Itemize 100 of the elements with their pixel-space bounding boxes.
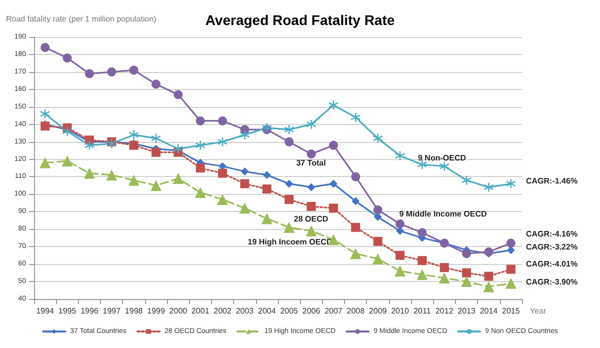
point (62, 53, 72, 62)
point (350, 248, 362, 260)
point (261, 213, 272, 224)
point (306, 119, 316, 130)
point (40, 157, 51, 168)
point (62, 126, 72, 136)
annotation: 28 OECD (294, 214, 328, 224)
x-tick-label: 1994 (36, 306, 55, 316)
x-axis-title: Year (530, 306, 546, 316)
x-tick-label: 1997 (102, 306, 122, 316)
point (418, 256, 427, 266)
point (284, 137, 294, 146)
point (40, 122, 50, 131)
point (306, 202, 316, 211)
point (328, 140, 338, 150)
point (416, 269, 428, 280)
point (129, 66, 138, 75)
point (506, 264, 516, 274)
point (306, 225, 317, 236)
x-tick-label: 2002 (214, 306, 232, 316)
point (394, 150, 406, 161)
x-tick-label: 2013 (458, 306, 476, 316)
point (373, 205, 382, 214)
chart-title: Averaged Road Fatality Rate (205, 12, 395, 28)
x-tick-label: 2010 (391, 306, 410, 316)
x-tick-label: 2015 (502, 306, 520, 316)
point (150, 180, 162, 191)
point (461, 276, 472, 288)
point (351, 222, 360, 232)
point (262, 184, 272, 194)
point (194, 186, 206, 198)
point (217, 194, 228, 205)
text: CAGR:-3.22% (526, 242, 578, 252)
point (239, 202, 250, 214)
x-tick-label: 2008 (346, 306, 366, 316)
point (284, 194, 294, 204)
point (372, 253, 384, 264)
point (262, 170, 271, 179)
annotation: 9 Non-OECD (418, 154, 466, 162)
point (462, 268, 472, 278)
x-tick-label: 2003 (236, 306, 254, 316)
point (396, 219, 404, 228)
text: CAGR:-3.90% (526, 278, 578, 286)
point (284, 222, 295, 233)
point (218, 168, 228, 178)
point (351, 172, 360, 182)
point (195, 140, 206, 150)
x-tick-label: 2012 (435, 306, 454, 316)
point (439, 161, 450, 172)
x-tick-label: 1998 (124, 306, 144, 316)
point (372, 133, 383, 144)
point (218, 116, 228, 126)
x-tick-label: 2001 (191, 306, 210, 316)
point (62, 156, 73, 167)
point (418, 228, 427, 238)
point (484, 247, 494, 256)
point (84, 140, 95, 150)
annotation: 37 Total (296, 158, 326, 168)
y-axis-title: Road fatality rate (per 1 million population) (6, 14, 157, 24)
point (150, 133, 162, 144)
point (373, 236, 382, 246)
point (174, 90, 183, 100)
point (240, 179, 250, 188)
point (352, 197, 360, 206)
point (84, 69, 94, 78)
text: CAGR:-4.01% (526, 260, 578, 268)
point (440, 263, 449, 272)
point (240, 130, 250, 140)
point (262, 122, 272, 133)
point (438, 272, 450, 284)
text: CAGR:-1.46% (526, 176, 578, 186)
point (84, 168, 95, 179)
point (106, 138, 117, 149)
point (284, 124, 294, 135)
x-tick-label: 1999 (147, 306, 166, 316)
point (505, 278, 516, 289)
x-tick-label: 2000 (169, 306, 188, 316)
point (152, 148, 160, 157)
point (461, 175, 472, 186)
x-tick-label: 2007 (324, 306, 343, 316)
point (307, 183, 316, 192)
point (172, 172, 184, 184)
point (240, 167, 249, 176)
point (152, 80, 160, 89)
point (506, 238, 516, 248)
x-tick-label: 2009 (368, 306, 388, 316)
point (462, 249, 472, 258)
point (173, 144, 184, 154)
point (396, 250, 404, 260)
point (306, 150, 316, 159)
x-tick-label: 2006 (302, 306, 321, 316)
point (328, 100, 339, 110)
point (40, 42, 50, 52)
x-tick-label: 1995 (58, 306, 77, 316)
annotation: 9 Middle Income OECD (399, 210, 488, 218)
point (484, 182, 494, 192)
point (128, 130, 139, 140)
point (128, 174, 140, 186)
point (107, 67, 116, 76)
point (285, 180, 294, 188)
